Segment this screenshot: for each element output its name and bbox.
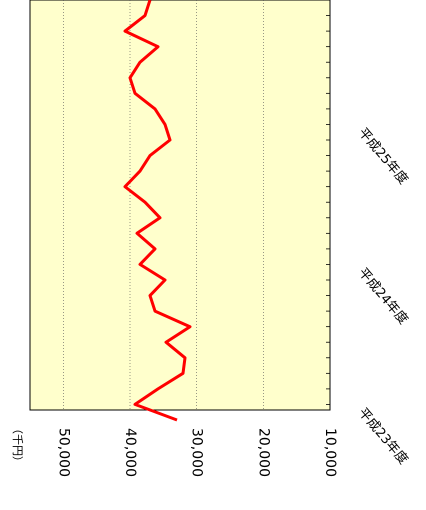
y-tick-label: 20,000 (255, 428, 271, 477)
unit-label: （千円） (11, 423, 24, 467)
y-tick-label: 30,000 (189, 428, 205, 477)
x-tick-label: 平成24年度 (355, 265, 411, 328)
plot-area (29, 0, 331, 411)
x-tick-label: 平成23年度 (355, 405, 411, 468)
y-tick-label: 50,000 (55, 428, 71, 477)
y-tick-label: 10,000 (322, 428, 338, 477)
line-series (123, 0, 192, 422)
x-tick-label: 平成25年度 (355, 125, 411, 188)
y-tick-label: 40,000 (122, 428, 138, 477)
